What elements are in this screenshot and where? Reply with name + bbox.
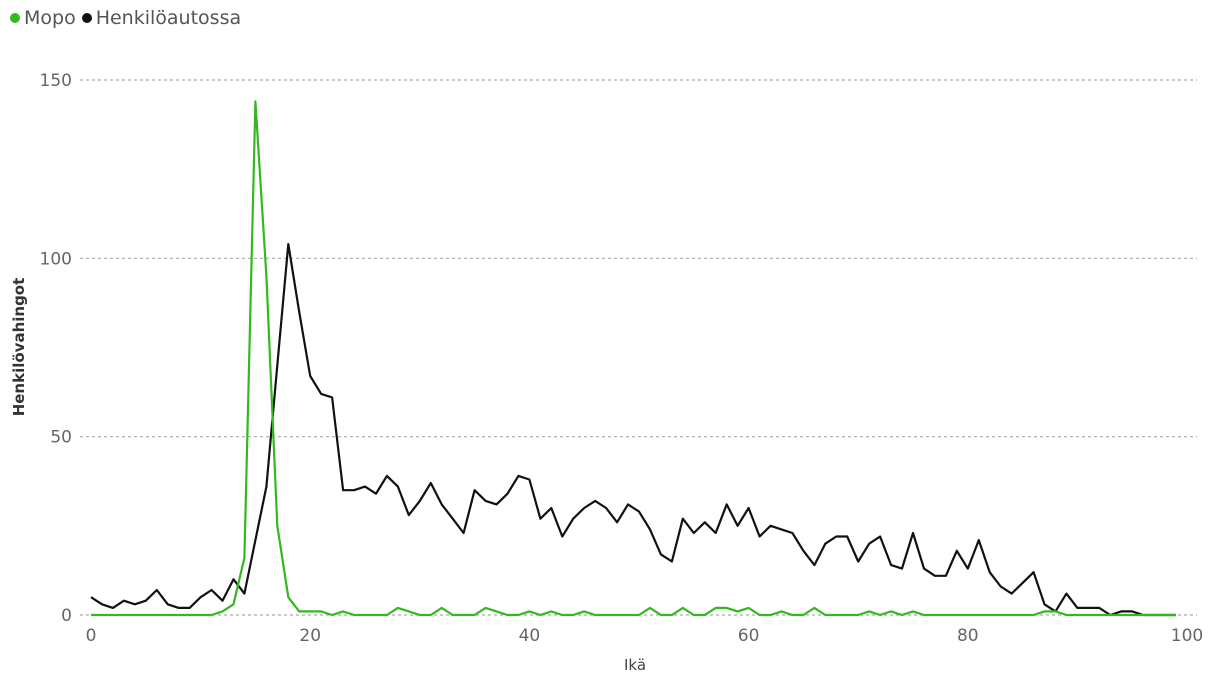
x-tick-label: 100 <box>1171 626 1203 646</box>
legend-label-mopo: Mopo <box>24 7 76 29</box>
series-lines <box>90 100 1176 617</box>
legend: Mopo Henkilöautossa <box>10 7 247 29</box>
legend-marker-henkiloautossa <box>81 13 92 23</box>
y-axis-title: Henkilövahingot <box>10 278 28 417</box>
series-line-henkiloautossa[interactable] <box>90 243 1176 617</box>
legend-item-mopo[interactable]: Mopo <box>10 7 76 29</box>
x-tick-label: 40 <box>519 626 541 646</box>
x-tick-label: 60 <box>738 626 760 646</box>
y-axis-ticks: 0 50 100 150 <box>40 71 72 626</box>
series-line-mopo[interactable] <box>91 100 1176 617</box>
y-tick-label: 50 <box>50 428 72 448</box>
legend-item-henkiloautossa[interactable]: Henkilöautossa <box>81 7 242 29</box>
grid <box>80 79 1197 616</box>
x-tick-label: 20 <box>299 626 321 646</box>
x-axis-title: Ikä <box>624 656 646 674</box>
x-tick-label: 0 <box>86 626 97 646</box>
x-axis-ticks: 0 20 40 60 80 100 <box>86 626 1204 646</box>
legend-marker-mopo <box>10 13 20 23</box>
y-tick-label: 0 <box>61 606 72 626</box>
x-tick-label: 80 <box>957 626 979 646</box>
y-tick-label: 150 <box>40 71 72 91</box>
legend-label-henkiloautossa: Henkilöautossa <box>95 7 242 29</box>
y-tick-label: 100 <box>40 249 72 269</box>
